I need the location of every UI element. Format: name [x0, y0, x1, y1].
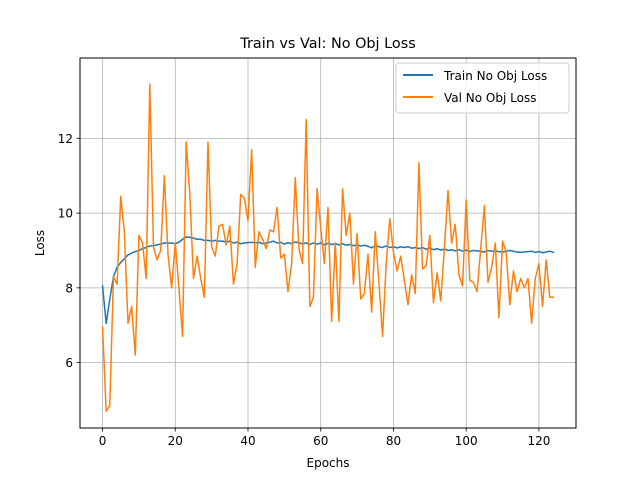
x-tick-label: 100: [455, 434, 478, 448]
y-axis-label: Loss: [33, 230, 47, 256]
x-tick-label: 120: [527, 434, 550, 448]
x-tick-label: 60: [313, 434, 328, 448]
legend-box: [395, 62, 570, 114]
series-line-train: [101, 236, 555, 325]
x-tick-label: 20: [168, 434, 183, 448]
legend: Train No Obj Loss Val No Obj Loss: [395, 62, 570, 114]
series-lines: [101, 83, 555, 412]
plot-frame: [79, 57, 577, 429]
legend-label-train: Train No Obj Loss: [443, 69, 547, 83]
y-tick-label: 6: [65, 356, 73, 370]
series-line-val: [101, 83, 555, 412]
y-tick-label: 12: [58, 132, 73, 146]
x-tick-label: 40: [240, 434, 255, 448]
chart-title: Train vs Val: No Obj Loss: [239, 36, 415, 52]
x-tick-label: 0: [99, 434, 107, 448]
y-tick-label: 10: [58, 207, 73, 221]
legend-label-val: Val No Obj Loss: [444, 91, 536, 105]
y-tick-label: 8: [65, 281, 73, 295]
x-axis-label: Epochs: [307, 456, 350, 470]
x-tick-label: 80: [386, 434, 401, 448]
axis-ticks: 0 20 40 60 80 100 120 6 8 10 12: [58, 132, 551, 448]
